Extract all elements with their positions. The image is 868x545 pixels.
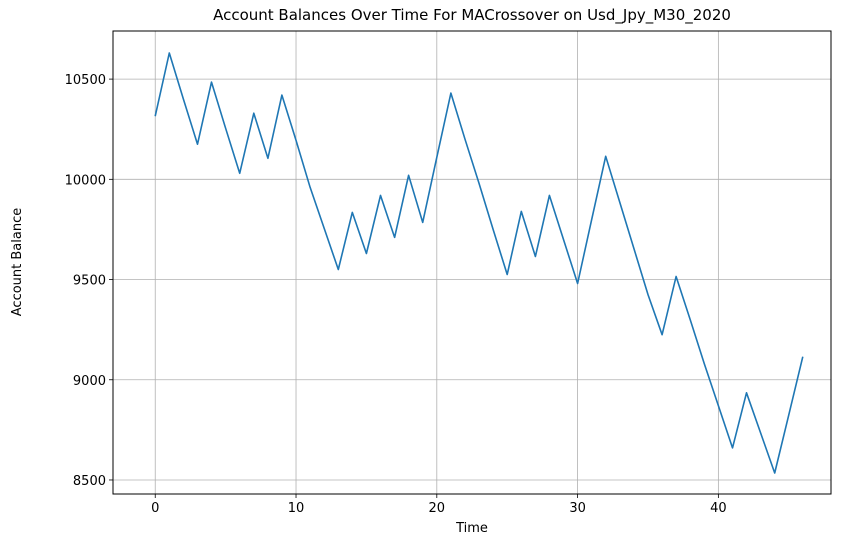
y-tick-label: 8500 xyxy=(73,474,106,489)
y-axis-label: Account Balance xyxy=(10,208,25,316)
series-layer xyxy=(154,52,804,474)
y-tick-label: 10000 xyxy=(65,173,106,188)
chart-title: Account Balances Over Time For MACrossov… xyxy=(213,6,731,25)
x-axis-label: Time xyxy=(455,521,488,536)
plot-frame xyxy=(112,30,832,495)
series-line xyxy=(154,52,804,474)
x-tick-label: 20 xyxy=(429,501,446,516)
x-tick-label: 0 xyxy=(151,501,159,516)
x-tick-label: 10 xyxy=(288,501,305,516)
x-tick-label: 30 xyxy=(569,501,586,516)
y-tick-label: 9000 xyxy=(73,374,106,389)
x-tick-label: 40 xyxy=(710,501,727,516)
axis-ticks: 0 10 20 30 40 8500 9000 9500 10000 10500 xyxy=(65,73,727,516)
y-tick-label: 9500 xyxy=(73,274,106,289)
y-tick-label: 10500 xyxy=(65,73,106,88)
grid-lines xyxy=(113,31,831,494)
